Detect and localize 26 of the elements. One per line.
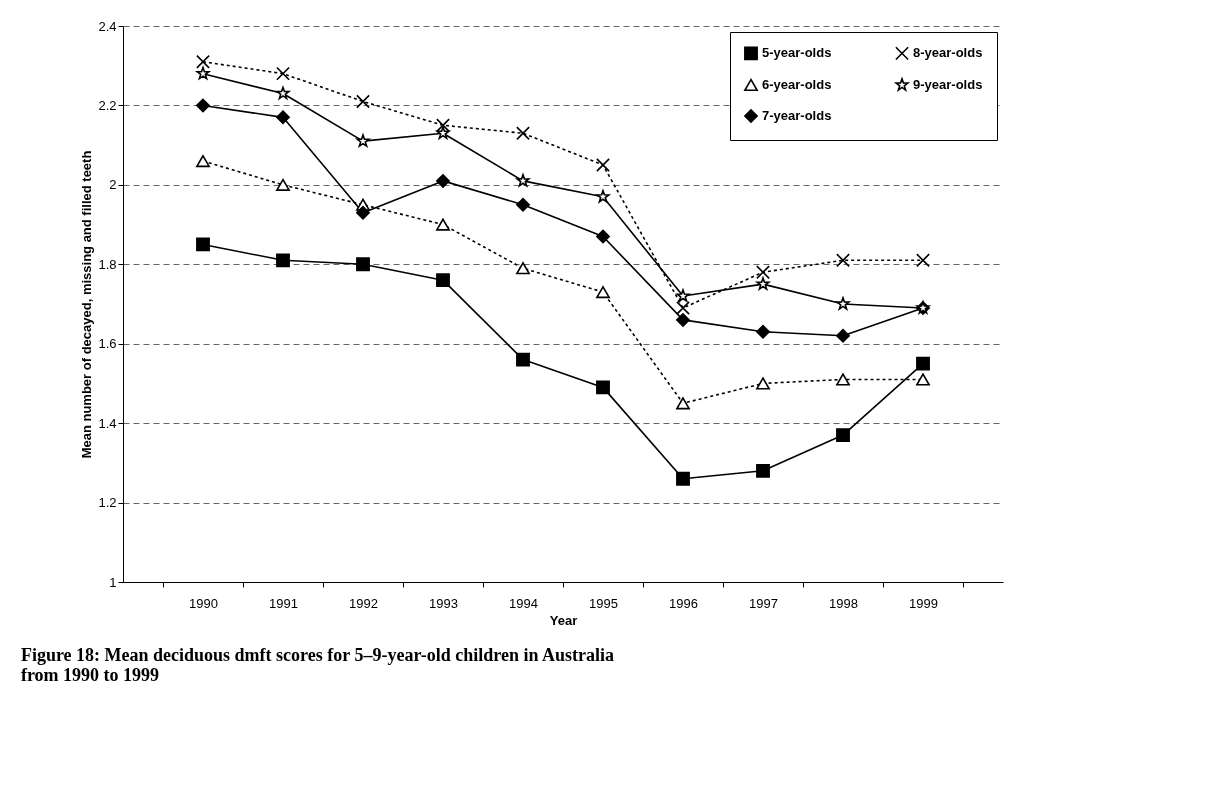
x-tick-label: 1995 <box>589 595 618 611</box>
legend-label: 7-year-olds <box>762 108 832 123</box>
x-tick-label: 1994 <box>509 595 538 611</box>
y-axis-title: Mean number of decayed, missing and filled teeth <box>79 150 95 459</box>
x-tick-label: 1998 <box>829 595 858 611</box>
x-tick-label: 1997 <box>749 595 778 611</box>
y-tick-label: 1.4 <box>98 415 117 431</box>
x-tick-label: 1996 <box>669 595 698 611</box>
x-tick-label: 1991 <box>269 595 298 611</box>
x-tick-label: 1999 <box>909 595 938 611</box>
y-tick-label: 2 <box>109 177 117 193</box>
y-tick-label: 1.6 <box>98 336 117 352</box>
x-axis-title: Year <box>549 612 578 628</box>
y-tick-label: 1.8 <box>98 256 117 272</box>
y-tick-label: 2.4 <box>98 18 117 34</box>
x-tick-label: 1992 <box>349 595 378 611</box>
y-tick-label: 1.2 <box>98 495 117 511</box>
legend-label: 8-year-olds <box>913 45 983 61</box>
legend-label: 6-year-olds <box>762 77 832 92</box>
y-tick-label: 1 <box>109 574 117 590</box>
caption: Figure 18: Mean deciduous dmft scores for 5–9-year-old children in Australia from 1990 to 1999 <box>20 645 614 685</box>
x-tick-label: 1990 <box>189 595 218 611</box>
y-tick-label: 2.2 <box>98 97 117 113</box>
x-tick-label: 1993 <box>429 595 458 611</box>
legend-label: 5-year-olds <box>762 45 832 61</box>
legend-label: 9-year-olds <box>913 77 983 92</box>
